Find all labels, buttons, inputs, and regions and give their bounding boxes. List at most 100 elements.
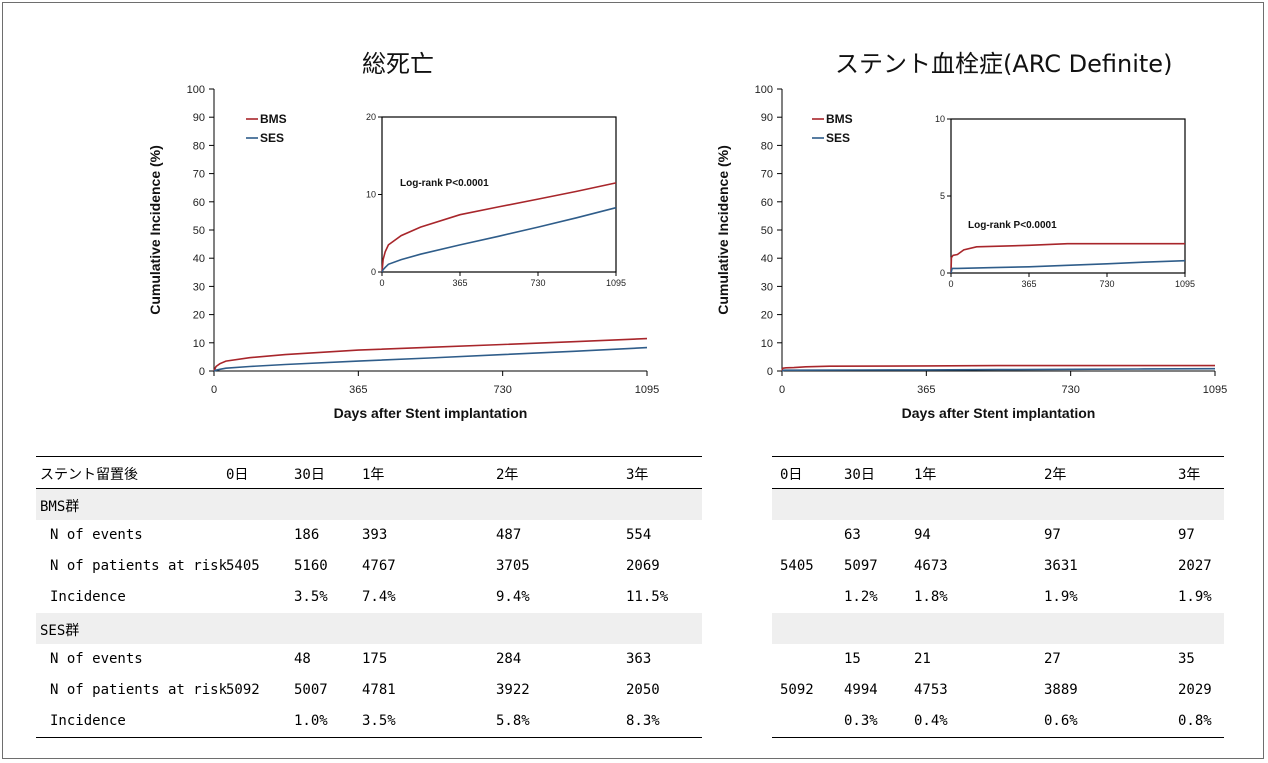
inset-y-tick-label: 0 xyxy=(940,268,945,278)
inset-plot-frame xyxy=(381,116,617,273)
inset-x-tick-label: 1095 xyxy=(606,278,626,288)
inset-series-line-ses xyxy=(381,206,617,273)
legend-label-bms: BMS xyxy=(260,112,287,126)
table-header-row: 0日 30日 1年 2年 3年 xyxy=(772,457,1224,489)
table-cell: 3.5% xyxy=(294,589,328,605)
table-row: 63 94 97 97 xyxy=(772,520,1224,551)
table-cell: 2050 xyxy=(626,682,660,698)
inset-y-tick-label: 0 xyxy=(371,267,376,277)
y-tick-label: 40 xyxy=(193,253,205,265)
x-axis-label: Days after Stent implantation xyxy=(334,405,528,421)
table-cell: 3889 xyxy=(1044,682,1078,698)
legend-label-bms: BMS xyxy=(826,112,853,126)
series-line-bms xyxy=(213,337,648,372)
table-cell: 5007 xyxy=(294,682,328,698)
inset-logrank-annotation: Log-rank P<0.0001 xyxy=(400,178,489,189)
table-cell: 4673 xyxy=(914,558,948,574)
y-axis-label: Cumulative Incidence (%) xyxy=(147,145,163,315)
table-cell: 3631 xyxy=(1044,558,1078,574)
x-tick-label: 1095 xyxy=(635,384,659,396)
y-tick-label: 20 xyxy=(193,310,205,322)
table-row: 1.2% 1.8% 1.9% 1.9% xyxy=(772,582,1224,613)
table-row: Incidence 3.5% 7.4% 9.4% 11.5% xyxy=(36,582,702,613)
table-cell: 1.9% xyxy=(1044,589,1078,605)
table-cell: 7.4% xyxy=(362,589,396,605)
x-tick-label: 1095 xyxy=(1203,384,1227,396)
table-cell: 5.8% xyxy=(496,713,530,729)
inset-x-tick-label: 365 xyxy=(452,278,467,288)
table-cell: 15 xyxy=(844,651,861,667)
table-cell: 4781 xyxy=(362,682,396,698)
table-header-cell: 3年 xyxy=(1178,467,1201,483)
table-cell: 94 xyxy=(914,527,931,543)
x-tick-label: 730 xyxy=(493,384,511,396)
y-tick-label: 70 xyxy=(761,169,773,181)
y-tick-label: 40 xyxy=(761,253,773,265)
table-cell: 48 xyxy=(294,651,311,667)
table-cell: 5092 xyxy=(226,682,260,698)
inset-x-tick-label: 1095 xyxy=(1175,279,1195,289)
table-cell: 0.8% xyxy=(1178,713,1212,729)
table-group-row: BMS群 xyxy=(36,489,702,520)
table-header-cell: 0日 xyxy=(226,467,249,483)
inset-series-line-bms xyxy=(950,242,1185,274)
table-cell: 63 xyxy=(844,527,861,543)
inset-y-tick-label: 20 xyxy=(366,112,376,122)
table-cell: 4753 xyxy=(914,682,948,698)
y-tick-label: 50 xyxy=(193,225,205,237)
table-cell: 5092 xyxy=(780,682,814,698)
table-cell: 3922 xyxy=(496,682,530,698)
y-tick-label: 20 xyxy=(761,310,773,322)
table-header-cell: 2年 xyxy=(496,467,519,483)
table-cell: 0.3% xyxy=(844,713,878,729)
y-axis-label: Cumulative Incidence (%) xyxy=(715,145,731,315)
x-tick-label: 0 xyxy=(211,384,217,396)
y-tick-label: 50 xyxy=(761,225,773,237)
table-cell: 363 xyxy=(626,651,652,667)
table-row: N of events 186 393 487 554 xyxy=(36,520,702,551)
table-cell: 487 xyxy=(496,527,522,543)
y-tick-label: 30 xyxy=(761,281,773,293)
x-tick-label: 365 xyxy=(349,384,367,396)
y-tick-label: 60 xyxy=(761,197,773,209)
table-cell: 35 xyxy=(1178,651,1195,667)
table-cell: 393 xyxy=(362,527,388,543)
table-row: 5405 5097 4673 3631 2027 xyxy=(772,551,1224,582)
table-cell: 1.0% xyxy=(294,713,328,729)
table-cell: 27 xyxy=(1044,651,1061,667)
table-cell: 1.8% xyxy=(914,589,948,605)
table-cell: 5405 xyxy=(226,558,260,574)
table-cell: 9.4% xyxy=(496,589,530,605)
table-row: N of patients at risk 5092 5007 4781 3922 205… xyxy=(36,675,702,706)
chart-title-mortality: 総死亡 xyxy=(362,50,434,78)
table-header-cell: 30日 xyxy=(294,467,325,483)
y-tick-label: 80 xyxy=(761,140,773,152)
table-cell: 1.2% xyxy=(844,589,878,605)
table-header-cell: 2年 xyxy=(1044,467,1067,483)
table-group-row xyxy=(772,489,1224,520)
table-group-row xyxy=(772,613,1224,644)
x-tick-label: 730 xyxy=(1061,384,1079,396)
x-axis-label: Days after Stent implantation xyxy=(902,405,1096,421)
inset-plot-frame xyxy=(950,118,1186,274)
table-cell: 2069 xyxy=(626,558,660,574)
table-header-cell: 1年 xyxy=(362,467,385,483)
y-tick-label: 60 xyxy=(193,197,205,209)
table-cell: N of events xyxy=(50,527,143,543)
table-cell: 175 xyxy=(362,651,388,667)
y-tick-label: 80 xyxy=(193,140,205,152)
table-cell: N of patients at risk xyxy=(50,558,228,574)
table-cell: 0.6% xyxy=(1044,713,1078,729)
table-cell: 5160 xyxy=(294,558,328,574)
table-cell: 97 xyxy=(1178,527,1195,543)
inset-x-tick-label: 730 xyxy=(530,278,545,288)
table-cell: N of patients at risk xyxy=(50,682,228,698)
table-header-cell: 1年 xyxy=(914,467,937,483)
inset-x-tick-label: 0 xyxy=(948,279,953,289)
series-line-bms xyxy=(781,364,1215,372)
chart-title-stent-thrombosis: ステント血栓症(ARC Definite) xyxy=(835,50,1173,78)
table-cell: 5097 xyxy=(844,558,878,574)
